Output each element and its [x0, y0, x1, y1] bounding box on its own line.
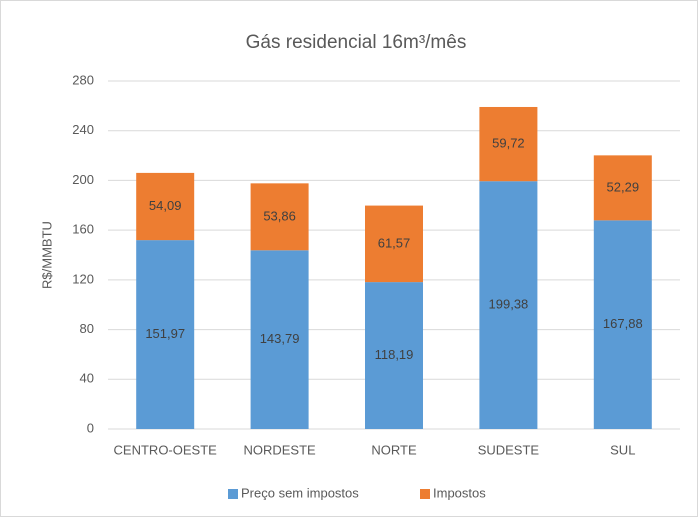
data-label: 151,97	[145, 326, 185, 341]
legend-label: Preço sem impostos	[241, 485, 359, 500]
bar-segment	[250, 250, 309, 429]
y-tick-label: 0	[87, 420, 94, 435]
y-tick-label: 280	[72, 72, 94, 87]
x-tick-label: CENTRO-OESTE	[114, 442, 218, 457]
bar-segment	[365, 205, 423, 283]
bar-segment	[593, 155, 652, 221]
bar-segment	[593, 220, 652, 429]
y-tick-label: 160	[72, 222, 94, 237]
legend-swatch	[420, 489, 430, 499]
data-label: 61,57	[378, 235, 411, 250]
x-tick-label: NORDESTE	[243, 442, 316, 457]
y-axis-label: R$/MMBTU	[39, 221, 54, 289]
y-tick-label: 80	[80, 321, 94, 336]
y-tick-label: 120	[72, 271, 94, 286]
x-tick-label: SUDESTE	[478, 442, 540, 457]
bar-segment	[479, 181, 538, 429]
x-tick-label: NORTE	[371, 442, 417, 457]
legend-label: Impostos	[433, 485, 486, 500]
data-label: 143,79	[260, 331, 300, 346]
bar-segment	[136, 172, 195, 241]
data-label: 118,19	[375, 347, 414, 362]
data-label: 53,86	[263, 208, 296, 223]
x-tick-label: SUL	[610, 442, 635, 457]
legend-swatch	[228, 489, 238, 499]
y-tick-label: 40	[80, 371, 94, 386]
bar-segment	[250, 183, 309, 251]
bar-segment	[136, 240, 195, 429]
chart-title: Gás residencial 16m³/mês	[246, 32, 467, 53]
data-label: 52,29	[607, 179, 640, 194]
bar-segment	[479, 106, 538, 182]
y-tick-label: 200	[72, 172, 94, 187]
bar-segment	[365, 282, 423, 429]
data-label: 199,38	[489, 297, 529, 312]
y-tick-label: 240	[72, 122, 94, 137]
data-label: 54,09	[149, 198, 182, 213]
data-label: 59,72	[492, 136, 525, 151]
data-label: 167,88	[603, 316, 643, 331]
